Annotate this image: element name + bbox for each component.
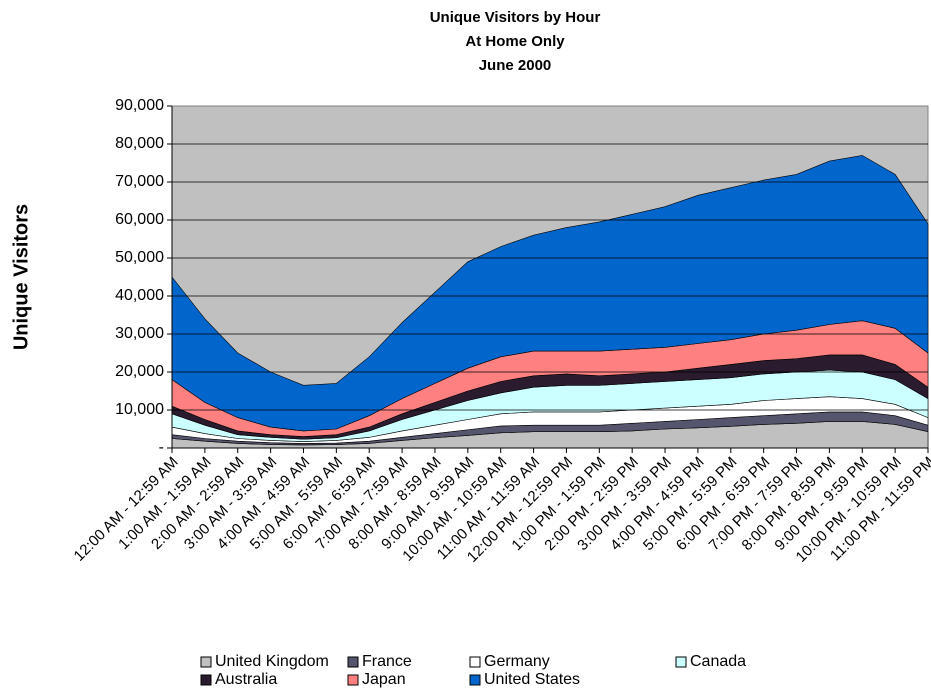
legend-swatch [347,674,359,686]
y-tick-label: 30,000 [115,325,164,342]
y-tick-label: 70,000 [115,173,164,190]
y-axis-label: Unique Visitors [10,204,32,350]
y-tick-label: 90,000 [115,97,164,114]
legend-label: France [362,653,412,670]
legend-label: Australia [215,671,277,688]
chart-title: At Home Only [465,33,565,50]
legend-swatch [347,656,359,668]
y-tick-label: 80,000 [115,135,164,152]
y-tick-label: 50,000 [115,249,164,266]
legend-label: Canada [690,653,746,670]
y-tick-label: 40,000 [115,287,164,304]
legend-label: United States [484,671,580,688]
legend-swatch [469,674,481,686]
area [171,155,929,432]
y-tick-label: - [159,439,164,456]
legend-swatch [200,674,212,686]
legend-label: Germany [484,653,550,670]
y-tick-label: 10,000 [115,401,164,418]
y-tick-label: 60,000 [115,211,164,228]
y-tick-label: 20,000 [115,363,164,380]
chart-title: June 2000 [479,57,552,74]
legend-label: Japan [362,671,406,688]
legend-swatch [469,656,481,668]
legend-swatch [200,656,212,668]
chart-title: Unique Visitors by Hour [430,9,601,26]
legend-label: United Kingdom [215,653,329,670]
legend-swatch [675,656,687,668]
